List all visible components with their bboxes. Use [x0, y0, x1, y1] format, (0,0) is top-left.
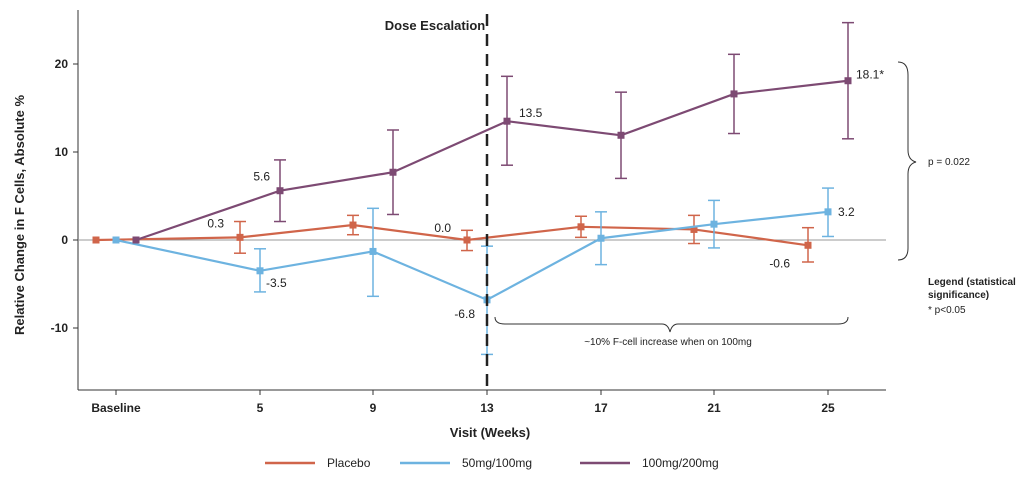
- increase-brace: [494, 316, 849, 333]
- dose-escalation-label: Dose Escalation: [385, 18, 485, 33]
- y-axis-label: Relative Change in F Cells, Absolute %: [12, 95, 27, 336]
- data-point: [730, 90, 738, 98]
- increase-note: ~10% F-cell increase when on 100mg: [584, 337, 752, 348]
- data-point: [132, 236, 140, 244]
- data-label: 5.6: [253, 170, 270, 184]
- series-line: [95, 223, 809, 247]
- data-point: [503, 117, 511, 125]
- data-labels: 0.3 0.0 -0.6 -3.5 -6.8 3.2 5.6 13.5 18.1*: [207, 68, 884, 321]
- data-point: [824, 208, 832, 216]
- data-point: [710, 220, 718, 228]
- data-point: [597, 234, 605, 242]
- data-point: [690, 225, 698, 233]
- data-label: -3.5: [266, 276, 287, 290]
- legend-entry: Placebo: [327, 456, 371, 470]
- data-point: [256, 267, 264, 275]
- data-point: [617, 131, 625, 139]
- x-tick-label: 17: [594, 401, 608, 415]
- x-tick-label: Baseline: [91, 401, 141, 415]
- data-point: [577, 223, 585, 231]
- data-point: [349, 221, 357, 229]
- annotations: [485, 14, 917, 390]
- p-value-brace: [897, 61, 917, 261]
- series-group: [92, 21, 854, 356]
- data-point: [844, 77, 852, 85]
- data-label: 3.2: [838, 205, 855, 219]
- data-label: -6.8: [454, 307, 475, 321]
- axes: -10 0 10 20 Baseline 5 9 13 17 21 25: [51, 10, 886, 415]
- series-100mg-200mg: [132, 21, 854, 244]
- data-point: [92, 236, 100, 244]
- significance-legend-title-line2: significance): [928, 290, 989, 301]
- x-tick-label: 25: [821, 401, 835, 415]
- series-50mg-100mg: [112, 187, 834, 356]
- y-tick-label: 20: [55, 57, 69, 71]
- data-point: [463, 236, 471, 244]
- x-tick-label: 21: [707, 401, 721, 415]
- y-tick-label: -10: [51, 321, 69, 335]
- p-value-label: p = 0.022: [928, 157, 970, 168]
- x-tick-label: 9: [370, 401, 377, 415]
- significance-legend-title-line1: Legend (statistical: [928, 277, 1016, 288]
- y-tick-label: 0: [61, 233, 68, 247]
- data-label: 0.3: [207, 216, 224, 230]
- series-placebo: [92, 214, 814, 263]
- y-tick-label: 10: [55, 145, 69, 159]
- data-label: 18.1*: [856, 68, 884, 82]
- data-point: [236, 233, 244, 241]
- x-tick-label: 5: [257, 401, 264, 415]
- x-tick-label: 13: [480, 401, 494, 415]
- data-label: 13.5: [519, 106, 543, 120]
- data-point: [276, 187, 284, 195]
- legend-entry: 50mg/100mg: [462, 456, 532, 470]
- x-axis-label: Visit (Weeks): [450, 425, 530, 440]
- significance-legend-item: * p<0.05: [928, 305, 966, 316]
- data-point: [389, 168, 397, 176]
- data-point: [804, 241, 812, 249]
- data-point: [112, 236, 120, 244]
- data-label: -0.6: [769, 256, 790, 270]
- series-line: [135, 79, 849, 242]
- data-label: 0.0: [434, 221, 451, 235]
- data-point: [369, 247, 377, 255]
- legend-entry: 100mg/200mg: [642, 456, 719, 470]
- legend: Placebo 50mg/100mg 100mg/200mg: [265, 456, 719, 470]
